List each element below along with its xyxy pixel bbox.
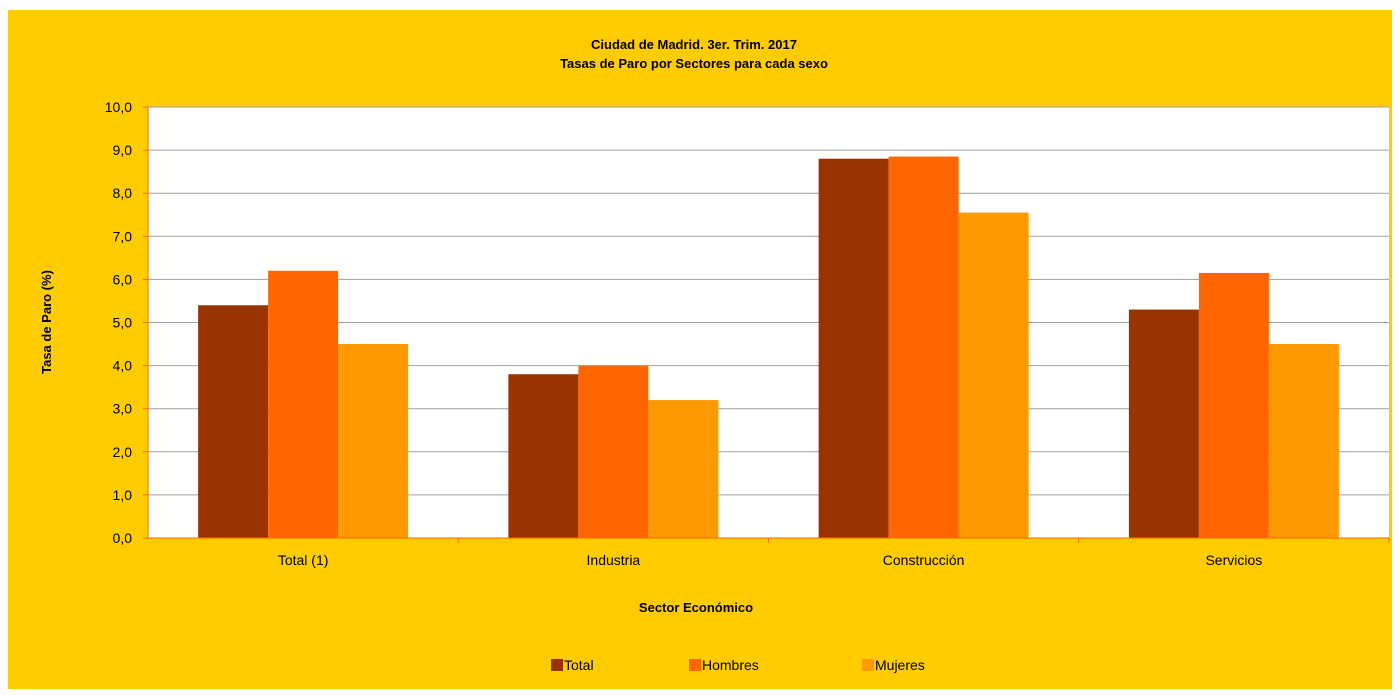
legend-swatch-total [551, 659, 563, 671]
y-tick-label: 7,0 [113, 228, 133, 244]
y-tick-label: 4,0 [113, 358, 133, 374]
axes: 0,0 1,0 2,0 3,0 4,0 5,0 6,0 7,0 8,0 9,0 10,0 Total … [105, 99, 1390, 568]
bar-total [198, 305, 269, 538]
legend: Total Hombres Mujeres [551, 657, 925, 673]
y-tick-label: 5,0 [113, 315, 133, 331]
bars [198, 156, 1339, 538]
y-tick-label: 10,0 [105, 99, 132, 115]
bar-mujeres [1268, 344, 1339, 538]
y-axis-label: Tasa de Paro (%) [39, 270, 54, 374]
bar-total [508, 374, 579, 538]
bar-hombres [578, 365, 649, 538]
y-tick-label: 1,0 [113, 487, 133, 503]
bar-hombres [268, 270, 339, 538]
y-tick-label: 6,0 [113, 271, 133, 287]
x-axis-label: Sector Económico [639, 600, 753, 615]
bar-mujeres [648, 400, 719, 538]
bar-hombres [888, 156, 959, 538]
y-tick-label: 3,0 [113, 401, 133, 417]
bar-mujeres [338, 344, 409, 538]
bar-mujeres [958, 212, 1029, 538]
y-tick-label: 2,0 [113, 444, 133, 460]
bar-hombres [1198, 272, 1269, 538]
chart-title-line-1: Ciudad de Madrid. 3er. Trim. 2017 [591, 37, 797, 52]
y-tick-label: 0,0 [113, 530, 133, 546]
bar-total [1128, 309, 1199, 538]
bar-total [818, 158, 889, 538]
x-tick-label: Industria [587, 552, 641, 568]
y-tick-label: 8,0 [113, 185, 133, 201]
legend-swatch-hombres [689, 659, 701, 671]
x-tick-label: Construcción [883, 552, 965, 568]
legend-label-total: Total [564, 657, 594, 673]
legend-label-mujeres: Mujeres [875, 657, 925, 673]
legend-label-hombres: Hombres [702, 657, 759, 673]
y-tick-label: 9,0 [113, 142, 133, 158]
x-tick-label: Total (1) [278, 552, 329, 568]
chart-title-line-2: Tasas de Paro por Sectores para cada sex… [560, 56, 828, 71]
legend-swatch-mujeres [862, 659, 874, 671]
x-tick-label: Servicios [1205, 552, 1262, 568]
